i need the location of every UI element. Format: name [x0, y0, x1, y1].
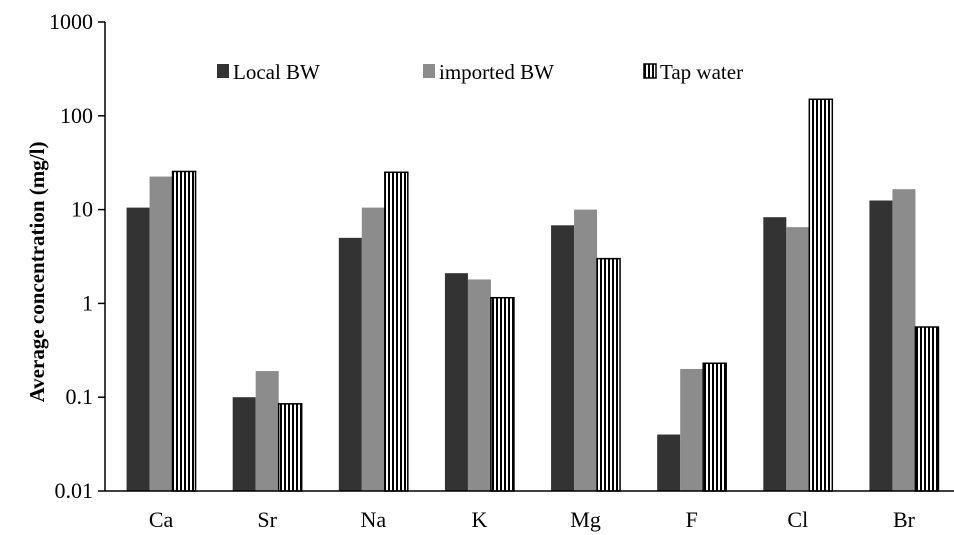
y-tick-label: 0.1: [66, 384, 94, 409]
bar-ca-tap-water: [171, 170, 197, 492]
bar-k-tap-water: [490, 296, 515, 492]
x-tick-label: Br: [893, 507, 916, 532]
x-axis-labels: Ca Sr Na K Mg F Cl Br: [149, 507, 916, 532]
y-tick-label: 0.01: [55, 478, 94, 503]
bar-na-imported-bw: [361, 207, 385, 492]
bar-sr-local-bw: [232, 397, 256, 491]
bar-cl-local-bw: [763, 217, 787, 491]
bar-na-tap-water: [384, 171, 409, 492]
y-axis-ticks: 1000 100 10 1 0.1 0.01: [49, 9, 105, 503]
bar-br-local-bw: [869, 200, 893, 492]
bar-ca-local-bw: [126, 207, 150, 492]
legend-label: Tap water: [660, 60, 743, 84]
legend-swatch: [643, 63, 657, 79]
y-tick-label: 10: [71, 197, 93, 222]
bar-br-imported-bw: [892, 189, 916, 491]
bar-f-local-bw: [657, 434, 681, 491]
bars: [126, 98, 940, 492]
y-tick-label: 1: [82, 290, 93, 315]
legend-label: Local BW: [233, 60, 320, 84]
bar-k-imported-bw: [467, 279, 491, 491]
x-tick-label: K: [471, 507, 487, 532]
bar-sr-tap-water: [277, 403, 303, 492]
x-tick-label: Cl: [787, 507, 808, 532]
legend: Local BW imported BW Tap water: [217, 60, 743, 84]
bar-sr-imported-bw: [255, 371, 279, 491]
x-tick-label: Na: [360, 507, 386, 532]
legend-label: imported BW: [439, 60, 554, 84]
bar-k-local-bw: [444, 273, 468, 491]
bar-cl-imported-bw: [786, 227, 810, 491]
x-tick-label: Mg: [570, 507, 601, 532]
bar-mg-local-bw: [551, 225, 575, 491]
x-tick-label: Sr: [257, 507, 277, 532]
bar-cl-tap-water: [808, 98, 834, 492]
bar-mg-tap-water: [596, 257, 621, 492]
bar-br-tap-water: [914, 326, 940, 492]
y-axis-title: Average concentration (mg/l): [25, 142, 49, 403]
legend-swatch: [217, 64, 229, 78]
bar-na-local-bw: [338, 237, 362, 491]
legend-swatch: [423, 64, 435, 78]
bar-f-tap-water: [702, 362, 727, 492]
bar-ca-imported-bw: [149, 176, 173, 491]
bar-f-imported-bw: [680, 368, 704, 491]
bar-mg-imported-bw: [574, 209, 598, 491]
y-tick-label: 1000: [49, 9, 93, 34]
x-tick-label: Ca: [149, 507, 174, 532]
x-tick-label: F: [686, 507, 698, 532]
y-tick-label: 100: [60, 103, 93, 128]
